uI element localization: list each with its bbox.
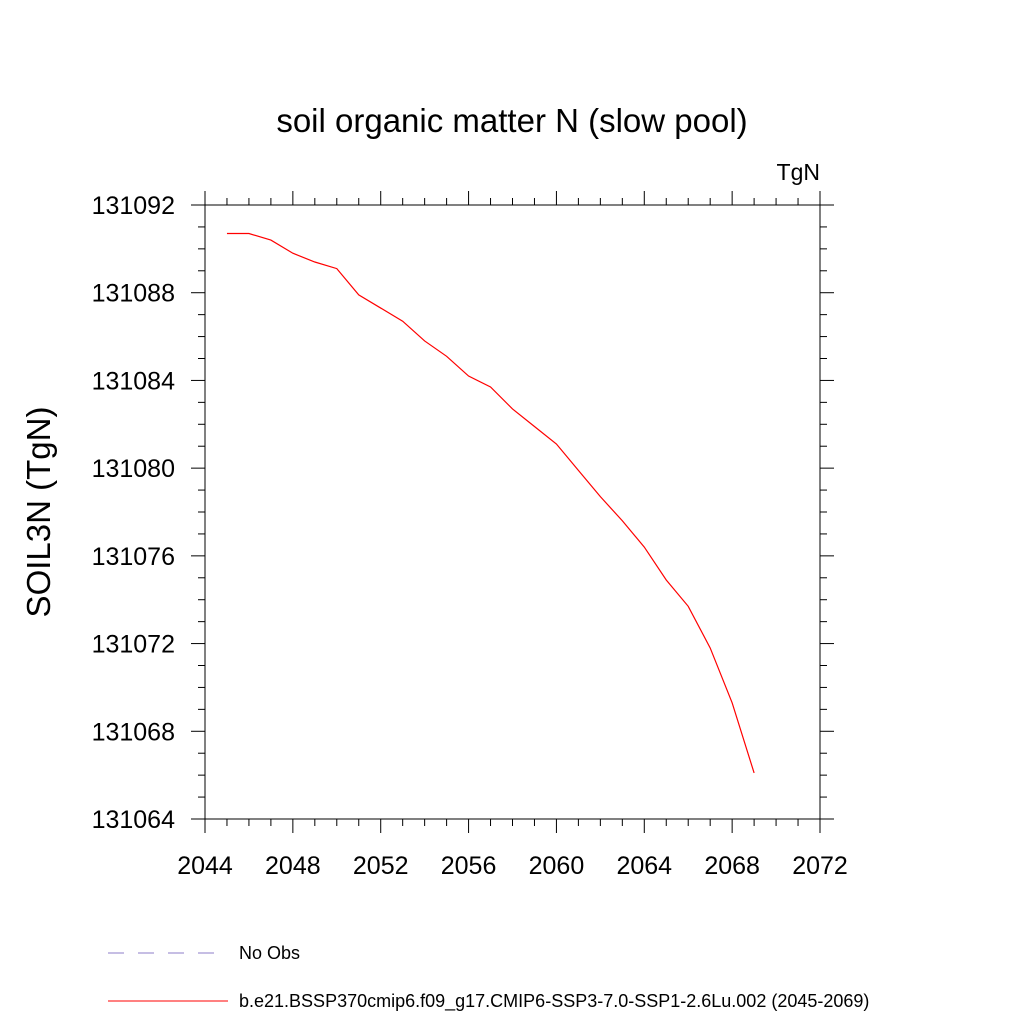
chart-title: soil organic matter N (slow pool) (276, 102, 747, 139)
y-tick-label: 131064 (92, 806, 176, 834)
plot-frame (204, 204, 821, 820)
y-axis-label: SOIL3N (TgN) (20, 407, 57, 618)
units-label: TgN (777, 159, 820, 185)
y-tick-label: 131092 (92, 192, 175, 220)
y-tick-label: 131088 (92, 280, 175, 308)
x-tick-label: 2052 (353, 852, 409, 880)
x-tick-label: 2064 (616, 852, 672, 880)
x-tick-label: 2068 (704, 852, 760, 880)
x-tick-label: 2044 (177, 852, 233, 880)
y-tick-label: 131080 (92, 455, 175, 483)
legend-label-series: b.e21.BSSP370cmip6.f09_g17.CMIP6-SSP3-7.… (239, 991, 869, 1012)
x-tick-label: 2056 (441, 852, 497, 880)
series-layer (226, 232, 755, 774)
axis-ticks (191, 191, 834, 833)
legend: No Obs b.e21.BSSP370cmip6.f09_g17.CMIP6-… (108, 943, 869, 1012)
x-tick-label: 2048 (265, 852, 321, 880)
x-tick-label: 2060 (529, 852, 585, 880)
y-tick-label: 131072 (92, 631, 175, 659)
tick-labels: 2044 2048 2052 2056 2060 2064 2068 2072 131064 13… (92, 192, 848, 880)
y-tick-label: 131076 (92, 543, 175, 571)
series-line-0 (226, 232, 755, 774)
x-tick-label: 2072 (792, 852, 848, 880)
y-tick-label: 131084 (92, 367, 176, 395)
y-tick-label: 131068 (92, 718, 175, 746)
legend-label-no-obs: No Obs (239, 943, 300, 963)
